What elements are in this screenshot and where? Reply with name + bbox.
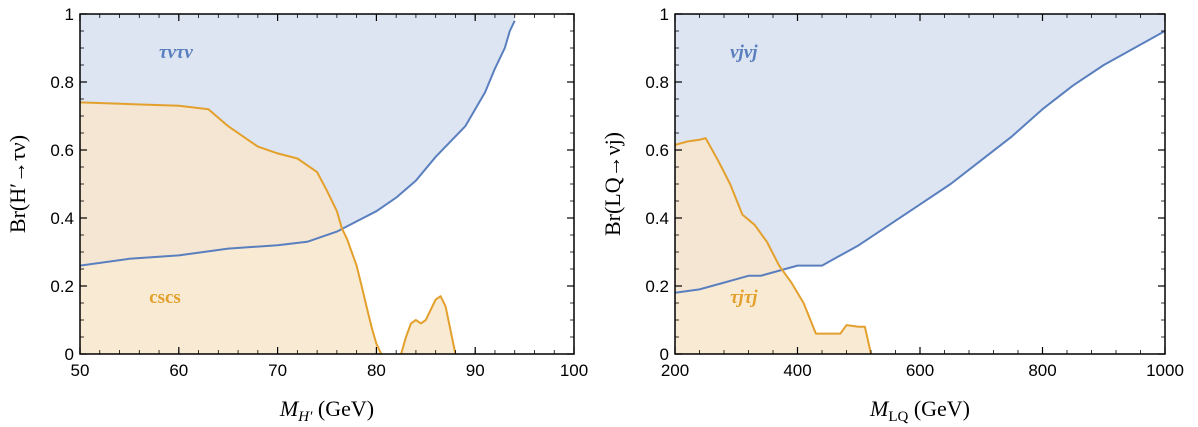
x-tick-label: 100	[560, 361, 588, 380]
x-tick-label: 80	[367, 361, 386, 380]
x-axis-title: MH′ (GeV)	[279, 396, 374, 425]
y-tick-label: 0.2	[50, 277, 74, 296]
region-label: τντν	[159, 42, 193, 63]
x-axis-title-main: M	[869, 396, 890, 421]
y-axis-title: Br(H′→τν)	[5, 135, 30, 233]
x-tick-label: 200	[661, 361, 689, 380]
y-tick-label: 0.4	[50, 209, 74, 228]
y-axis: 0 0.2 0.4 0.6 0.8 1	[645, 5, 1165, 364]
x-tick-label: 60	[169, 361, 188, 380]
x-tick-label: 1000	[1146, 361, 1184, 380]
plot-area	[675, 14, 1165, 354]
chart-panel-left: 50 60 70 80 90 100 0 0.2 0.4 0.6 0.8 1 τντν cscs MH…	[5, 5, 588, 425]
series-boundary-line	[400, 295, 457, 354]
y-axis-title: Br(LQ→νj)	[600, 132, 625, 236]
region-label: τjτj	[730, 287, 758, 308]
region-labels: τντν cscs	[149, 42, 193, 308]
x-axis-title-unit: (GeV)	[312, 396, 374, 421]
y-tick-label: 0	[660, 345, 669, 364]
plot-area	[80, 14, 516, 354]
x-tick-label: 400	[783, 361, 811, 380]
y-tick-label: 1	[660, 5, 669, 24]
x-axis-title-main: M	[279, 396, 300, 421]
y-tick-label: 0.6	[50, 141, 74, 160]
y-tick-label: 1	[65, 5, 74, 24]
x-tick-label: 90	[466, 361, 485, 380]
region-labels: νjνj τjτj	[730, 42, 758, 308]
x-tick-label: 70	[268, 361, 287, 380]
y-tick-label: 0.8	[50, 73, 74, 92]
y-axis: 0 0.2 0.4 0.6 0.8 1	[50, 5, 574, 364]
x-axis: 50 60 70 80 90 100	[71, 14, 588, 380]
y-tick-label: 0	[65, 345, 74, 364]
x-axis-title-subscript: H′	[297, 409, 313, 425]
region-label: cscs	[149, 287, 181, 308]
series-boundary-line	[80, 101, 383, 354]
y-tick-label: 0.2	[645, 277, 669, 296]
x-tick-label: 800	[1028, 361, 1056, 380]
y-tick-label: 0.4	[645, 209, 669, 228]
x-axis: 200 400 600 800 1000	[661, 14, 1184, 380]
chart-panel-right: 200 400 600 800 1000 0 0.2 0.4 0.6 0.8 1 νjνj τjτj…	[600, 5, 1184, 425]
x-axis-title: MLQ (GeV)	[869, 396, 970, 425]
series-boundary-line	[80, 20, 516, 267]
allowed-region-fill	[401, 296, 456, 354]
series-boundary-line	[675, 30, 1165, 294]
x-tick-label: 600	[906, 361, 934, 380]
allowed-region-fill	[675, 14, 1165, 293]
allowed-region-fill	[675, 138, 871, 354]
region-label: νjνj	[730, 42, 758, 63]
y-tick-label: 0.6	[645, 141, 669, 160]
x-axis-title-unit: (GeV)	[908, 396, 970, 421]
series-boundary-line	[675, 137, 872, 354]
y-tick-label: 0.8	[645, 73, 669, 92]
x-tick-label: 50	[71, 361, 90, 380]
x-axis-title-subscript: LQ	[888, 409, 908, 425]
